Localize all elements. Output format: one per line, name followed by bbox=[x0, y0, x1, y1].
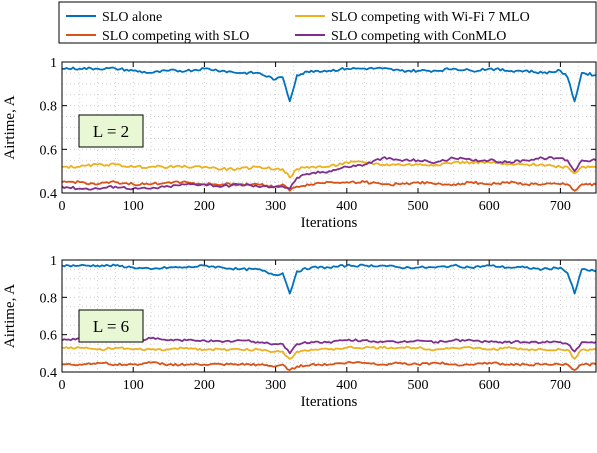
y-tick-label: 0.4 bbox=[40, 366, 58, 381]
series-line bbox=[62, 179, 596, 192]
axes-frame bbox=[61, 259, 597, 373]
legend-label: SLO alone bbox=[102, 10, 162, 25]
chart-panel-L2: 0 100 200 300 400 500 600 700 0.4 0.6 0.8 1 Iteratio… bbox=[2, 56, 597, 231]
x-axis-label: Iterations bbox=[301, 215, 358, 231]
legend-label: SLO competing with ConMLO bbox=[331, 29, 506, 44]
axes-frame bbox=[61, 61, 597, 194]
panel-label-box bbox=[78, 114, 144, 148]
x-tick-label: 100 bbox=[123, 199, 144, 214]
panel-label: L = 2 bbox=[93, 122, 129, 141]
y-tick-label: 0.8 bbox=[40, 100, 58, 115]
chart-panel-L6: 0 100 200 300 400 500 600 700 0.4 0.6 0.8 1 Iteratio… bbox=[2, 254, 597, 410]
series-line bbox=[62, 360, 596, 372]
x-tick-label: 300 bbox=[265, 378, 286, 393]
x-tick-label: 700 bbox=[550, 378, 571, 393]
x-tick-label: 400 bbox=[336, 378, 357, 393]
series-line bbox=[62, 345, 596, 360]
x-axis-label: Iterations bbox=[301, 394, 358, 410]
series-line bbox=[62, 160, 596, 179]
x-tick-label: 600 bbox=[479, 378, 500, 393]
legend-box bbox=[58, 1, 597, 44]
y-axis-label: Airtime, A bbox=[2, 95, 18, 159]
x-tick-label: 200 bbox=[194, 199, 215, 214]
x-tick-label: 300 bbox=[265, 199, 286, 214]
series-lines bbox=[62, 66, 596, 192]
y-axis-label: Airtime, A bbox=[2, 284, 18, 348]
x-tick-label: 200 bbox=[194, 378, 215, 393]
legend-label: SLO competing with SLO bbox=[102, 29, 249, 44]
y-tick-label: 0.6 bbox=[40, 329, 58, 344]
x-tick-label: 100 bbox=[123, 378, 144, 393]
series-line bbox=[62, 66, 596, 103]
series-lines bbox=[62, 263, 596, 372]
panel-label: L = 6 bbox=[93, 317, 129, 336]
y-tick-label: 1 bbox=[50, 56, 57, 71]
y-tick-label: 1 bbox=[50, 254, 57, 269]
x-tick-label: 500 bbox=[408, 199, 429, 214]
legend: SLO alone SLO competing with Wi-Fi 7 MLO S… bbox=[58, 1, 597, 44]
x-tick-label: 0 bbox=[59, 199, 66, 214]
y-tick-label: 0.6 bbox=[40, 143, 58, 158]
series-line bbox=[62, 336, 596, 355]
x-tick-label: 600 bbox=[479, 199, 500, 214]
y-tick-label: 0.4 bbox=[40, 187, 58, 202]
panel-label-box bbox=[78, 309, 144, 343]
x-tick-label: 500 bbox=[408, 378, 429, 393]
y-tick-label: 0.8 bbox=[40, 291, 58, 306]
x-tick-label: 0 bbox=[59, 378, 66, 393]
x-tick-label: 700 bbox=[550, 199, 571, 214]
series-line bbox=[62, 263, 596, 295]
series-line bbox=[62, 156, 596, 191]
legend-label: SLO competing with Wi-Fi 7 MLO bbox=[331, 10, 530, 25]
x-tick-label: 400 bbox=[336, 199, 357, 214]
